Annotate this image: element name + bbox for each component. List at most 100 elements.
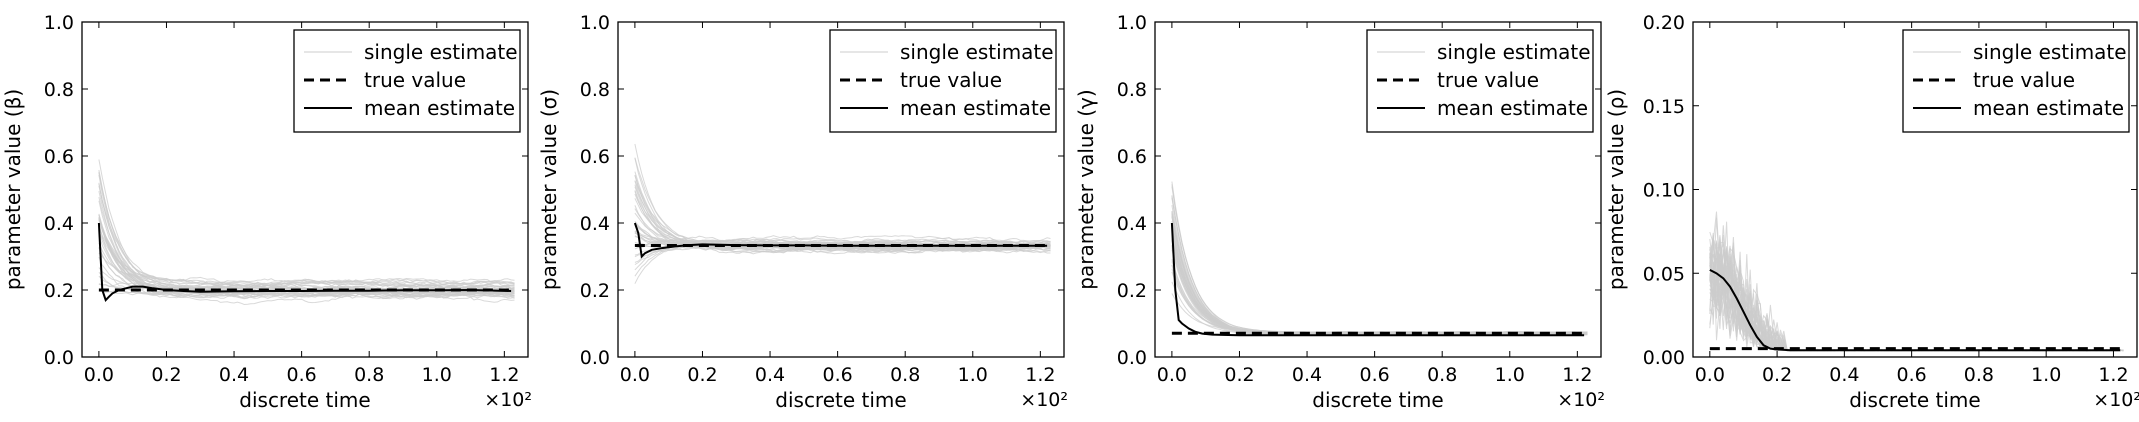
single-estimate-line	[1171, 264, 1588, 335]
x-tick-label: 1.0	[2031, 364, 2061, 386]
single-estimate-line	[634, 237, 1051, 248]
legend-box	[1366, 29, 1594, 133]
y-tick-label: 0.6	[44, 146, 74, 168]
y-tick-label: 0.2	[1117, 280, 1147, 302]
axes-frame	[81, 21, 529, 358]
single-estimate-line	[1171, 227, 1588, 336]
single-estimate-line	[1171, 231, 1588, 334]
plot-area	[1170, 181, 1588, 337]
y-tick-label: 0.8	[580, 79, 610, 101]
y-tick-label: 0.0	[44, 347, 74, 369]
single-estimate-line	[1709, 238, 2124, 352]
x-tick-label: 1.2	[1562, 364, 1592, 386]
y-tick-label: 0.6	[580, 146, 610, 168]
axes-frame	[617, 21, 1065, 358]
single-estimate-line	[1171, 228, 1588, 334]
single-estimate-line	[634, 235, 1051, 250]
x-axis-label: discrete time	[775, 388, 906, 412]
y-tick-label: 0.2	[580, 280, 610, 302]
chart-panel-4: 0.0 0.2 0.4 0.6 0.8 1.0 1.2 0.00 0.05 0.10 0.15 0.2…	[1604, 12, 2139, 412]
single-estimate-line	[1171, 259, 1588, 334]
x-tick-label: 0.6	[287, 364, 317, 386]
x-tick-label: 0.6	[823, 364, 853, 386]
single-estimate-line	[1171, 212, 1588, 336]
y-tick-label: 0.8	[1117, 79, 1147, 101]
y-tick-label: 0.20	[1643, 12, 1685, 34]
x-tick-label: 0.0	[1157, 364, 1187, 386]
x-tick-label: 0.8	[1427, 364, 1457, 386]
mean-estimate-line	[1170, 222, 1585, 337]
single-estimate-line	[98, 159, 515, 295]
legend: single estimate true value mean estimate	[1366, 29, 1594, 133]
x-tick-label: 0.4	[1292, 364, 1322, 386]
single-estimate-line	[634, 157, 1051, 247]
y-tick-label: 0.10	[1643, 180, 1685, 202]
single-estimate-line	[1171, 237, 1588, 335]
y-axis-label: parameter value (σ)	[537, 89, 561, 290]
single-estimate-line	[1171, 213, 1588, 335]
single-estimate-line	[634, 184, 1051, 251]
y-axis-label: parameter value (ρ)	[1604, 89, 1628, 290]
x-tick-label: 0.4	[755, 364, 785, 386]
chart-panel-3: 0.0 0.2 0.4 0.6 0.8 1.0 1.2 0.0 0.2 0.4 0.6 0.8 1.0 d…	[1074, 12, 1605, 412]
x-tick-label: 0.0	[1695, 364, 1725, 386]
single-estimate-line	[1171, 229, 1588, 335]
single-estimate-line	[1171, 223, 1588, 335]
x-tick-label: 0.2	[687, 364, 717, 386]
single-estimate-line	[1171, 223, 1588, 336]
legend-box	[293, 29, 521, 133]
single-estimate-line	[98, 220, 515, 286]
single-estimate-line	[1171, 245, 1588, 334]
single-estimate-line	[1171, 196, 1588, 335]
x-tick-label: 0.8	[1964, 364, 1994, 386]
legend-label: single estimate	[1973, 40, 2127, 64]
single-estimate-line	[1171, 265, 1588, 336]
legend-label: mean estimate	[900, 96, 1051, 120]
plot-area	[633, 143, 1051, 284]
single-estimate-line	[1171, 271, 1588, 334]
legend-label: single estimate	[364, 40, 518, 64]
mean-estimate-line	[633, 222, 1048, 259]
legend-label: single estimate	[1437, 40, 1591, 64]
x-tick-label: 1.2	[489, 364, 519, 386]
x-axis-label: discrete time	[239, 388, 370, 412]
y-tick-label: 0.4	[1117, 213, 1147, 235]
x-tick-label: 0.2	[1224, 364, 1254, 386]
single-estimate-line	[1171, 216, 1588, 335]
legend-label: true value	[364, 68, 466, 92]
mean-estimate-line	[1709, 269, 2121, 352]
single-estimate-line	[634, 157, 1051, 251]
y-axis-label: parameter value (β)	[1, 89, 25, 290]
x-tick-label: 0.4	[219, 364, 249, 386]
x-tick-label: 0.2	[151, 364, 181, 386]
y-tick-label: 0.6	[1117, 146, 1147, 168]
single-estimate-line	[1171, 247, 1588, 335]
single-estimate-line	[98, 217, 515, 287]
single-estimate-line	[1709, 211, 2124, 352]
chart-panel-1: 0.0 0.2 0.4 0.6 0.8 1.0 1.2 0.0 0.2 0.4 0.6 0.8 1.0 d…	[1, 12, 532, 412]
x-multiplier-label: ×10²	[1020, 389, 1068, 411]
single-estimate-line	[98, 174, 515, 293]
single-estimate-line	[1171, 249, 1588, 336]
x-multiplier-label: ×10²	[1557, 389, 1605, 411]
single-estimate-line	[98, 185, 515, 289]
axes-frame	[1154, 21, 1602, 358]
legend: single estimate true value mean estimate	[829, 29, 1057, 133]
y-tick-label: 1.0	[1117, 12, 1147, 34]
legend-box	[1902, 29, 2130, 133]
single-estimate-line	[1171, 205, 1588, 336]
x-tick-label: 1.2	[2098, 364, 2128, 386]
single-estimate-line	[1171, 239, 1588, 336]
x-tick-label: 0.0	[84, 364, 114, 386]
single-estimate-line	[1171, 215, 1588, 336]
single-estimate-line	[1171, 186, 1588, 335]
y-tick-label: 0.0	[580, 347, 610, 369]
x-tick-label: 1.0	[958, 364, 988, 386]
single-estimate-line	[1171, 184, 1588, 335]
x-tick-label: 0.6	[1897, 364, 1927, 386]
x-tick-label: 0.8	[354, 364, 384, 386]
single-estimate-line	[1171, 210, 1588, 335]
single-estimate-line	[1171, 213, 1588, 335]
single-estimate-line	[98, 169, 515, 295]
